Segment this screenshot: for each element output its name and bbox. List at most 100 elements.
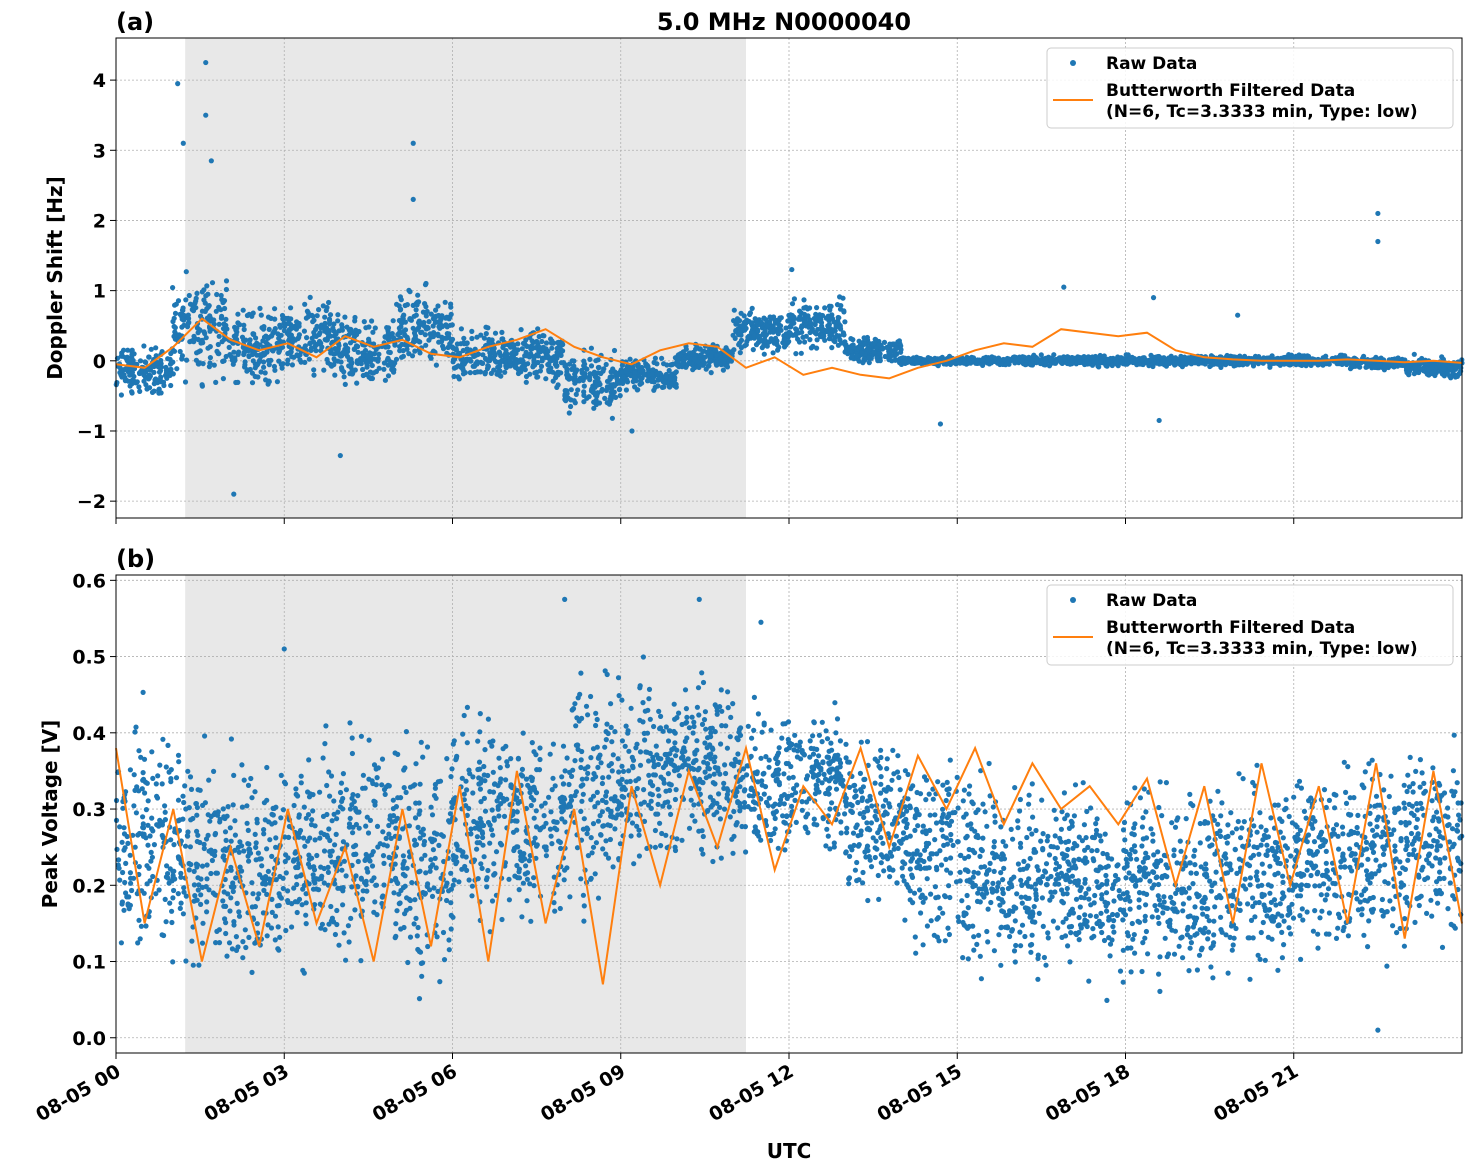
raw-data-point — [871, 349, 877, 355]
raw-data-outlier — [180, 140, 186, 146]
raw-data-point — [556, 339, 562, 345]
raw-data-point — [787, 330, 793, 336]
raw-data-point — [806, 324, 812, 330]
raw-data-point — [292, 850, 298, 856]
raw-data-point — [412, 333, 418, 339]
raw-data-point — [439, 334, 445, 340]
raw-data-point — [213, 308, 219, 314]
raw-data-point — [770, 350, 776, 356]
raw-data-point — [810, 343, 816, 349]
raw-data-point — [412, 815, 419, 821]
raw-data-point — [483, 331, 489, 337]
raw-data-point — [172, 310, 179, 316]
raw-data-point — [403, 789, 409, 796]
raw-data-point — [205, 304, 211, 310]
raw-data-point — [1413, 366, 1419, 373]
raw-data-point — [532, 370, 538, 376]
raw-data-point — [1155, 354, 1161, 360]
raw-data-point — [581, 372, 587, 379]
raw-data-point — [331, 798, 337, 804]
raw-data-point — [144, 780, 150, 786]
raw-data-point — [420, 889, 426, 896]
raw-data-point — [313, 886, 319, 892]
raw-data-point — [661, 384, 667, 390]
raw-data-point — [338, 353, 344, 359]
raw-data-point — [643, 363, 649, 369]
raw-data-point — [861, 335, 867, 341]
raw-data-point — [440, 929, 447, 936]
raw-data-point — [669, 362, 675, 368]
raw-data-point — [215, 341, 221, 348]
raw-data-point — [334, 907, 340, 914]
raw-data-point — [176, 855, 182, 861]
raw-data-point — [488, 827, 495, 833]
raw-data-point — [623, 387, 630, 393]
raw-data-point — [183, 269, 189, 275]
raw-data-point — [819, 312, 826, 319]
raw-data-point — [424, 744, 431, 750]
raw-data-point — [313, 326, 319, 332]
raw-data-point — [826, 325, 832, 331]
raw-data-point — [827, 307, 833, 313]
raw-data-point — [406, 287, 412, 293]
raw-data-point — [463, 340, 469, 346]
raw-data-point — [762, 327, 768, 333]
raw-data-point — [817, 317, 823, 323]
raw-data-point — [374, 823, 381, 830]
raw-data-point — [236, 913, 243, 919]
raw-data-point — [341, 930, 347, 936]
raw-data-point — [133, 724, 139, 730]
raw-data-point — [538, 363, 545, 369]
raw-data-point — [413, 761, 419, 767]
raw-data-point — [512, 364, 519, 370]
raw-data-point — [415, 824, 421, 831]
raw-data-point — [267, 837, 273, 843]
raw-data-point — [1038, 359, 1044, 366]
raw-data-point — [150, 775, 156, 782]
raw-data-point — [242, 359, 248, 365]
raw-data-point — [355, 360, 361, 366]
raw-data-point — [210, 890, 216, 896]
raw-data-point — [401, 312, 407, 318]
raw-data-point — [642, 372, 648, 378]
raw-data-point — [587, 377, 593, 383]
raw-data-point — [278, 895, 284, 901]
raw-data-point — [143, 807, 149, 813]
raw-data-point — [131, 772, 137, 778]
raw-data-point — [288, 305, 294, 311]
raw-data-point — [179, 324, 185, 330]
raw-data-point — [303, 815, 309, 821]
raw-data-point — [613, 394, 619, 400]
raw-data-point — [1081, 354, 1087, 360]
raw-data-point — [265, 868, 271, 875]
raw-data-point — [439, 338, 445, 344]
raw-data-point — [175, 891, 181, 897]
raw-data-point — [285, 357, 291, 363]
raw-data-point — [256, 891, 262, 897]
raw-data-point — [134, 379, 140, 385]
y-tick-label: 0.0 — [72, 1028, 106, 1050]
raw-data-point — [397, 900, 403, 906]
raw-data-point — [803, 333, 809, 339]
raw-data-point — [1444, 370, 1450, 376]
raw-data-point — [695, 359, 701, 365]
raw-data-point — [392, 935, 398, 941]
raw-data-point — [402, 883, 408, 889]
raw-data-point — [176, 332, 182, 338]
raw-data-point — [761, 351, 767, 357]
raw-data-point — [426, 337, 432, 343]
raw-data-point — [153, 376, 159, 382]
raw-data-point — [1109, 362, 1115, 369]
raw-data-point — [282, 324, 288, 330]
raw-data-point — [412, 897, 418, 903]
raw-data-point — [474, 352, 480, 358]
raw-data-point — [448, 774, 454, 780]
raw-data-point — [492, 330, 499, 336]
raw-data-point — [713, 359, 719, 365]
raw-data-outlier — [410, 140, 416, 146]
raw-data-point — [314, 852, 320, 859]
raw-data-point — [292, 899, 298, 905]
raw-data-point — [239, 334, 246, 340]
raw-data-point — [545, 362, 551, 368]
raw-data-point — [370, 329, 376, 335]
